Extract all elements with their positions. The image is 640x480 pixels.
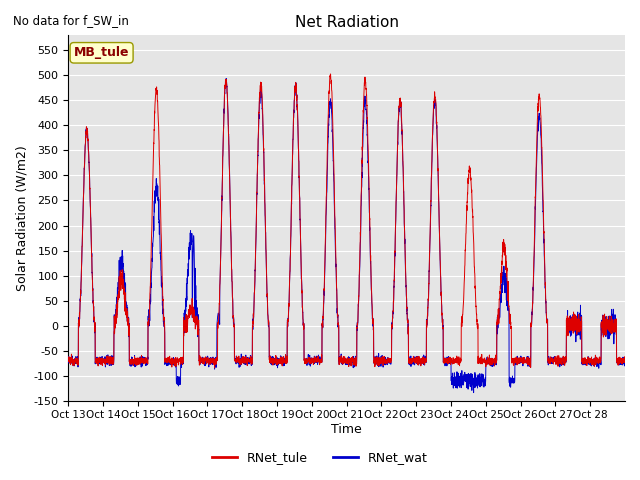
Text: No data for f_SW_in: No data for f_SW_in	[13, 14, 129, 27]
Text: MB_tule: MB_tule	[74, 46, 129, 60]
Legend: RNet_tule, RNet_wat: RNet_tule, RNet_wat	[207, 446, 433, 469]
Title: Net Radiation: Net Radiation	[294, 15, 399, 30]
X-axis label: Time: Time	[332, 423, 362, 436]
Y-axis label: Solar Radiation (W/m2): Solar Radiation (W/m2)	[15, 145, 28, 291]
